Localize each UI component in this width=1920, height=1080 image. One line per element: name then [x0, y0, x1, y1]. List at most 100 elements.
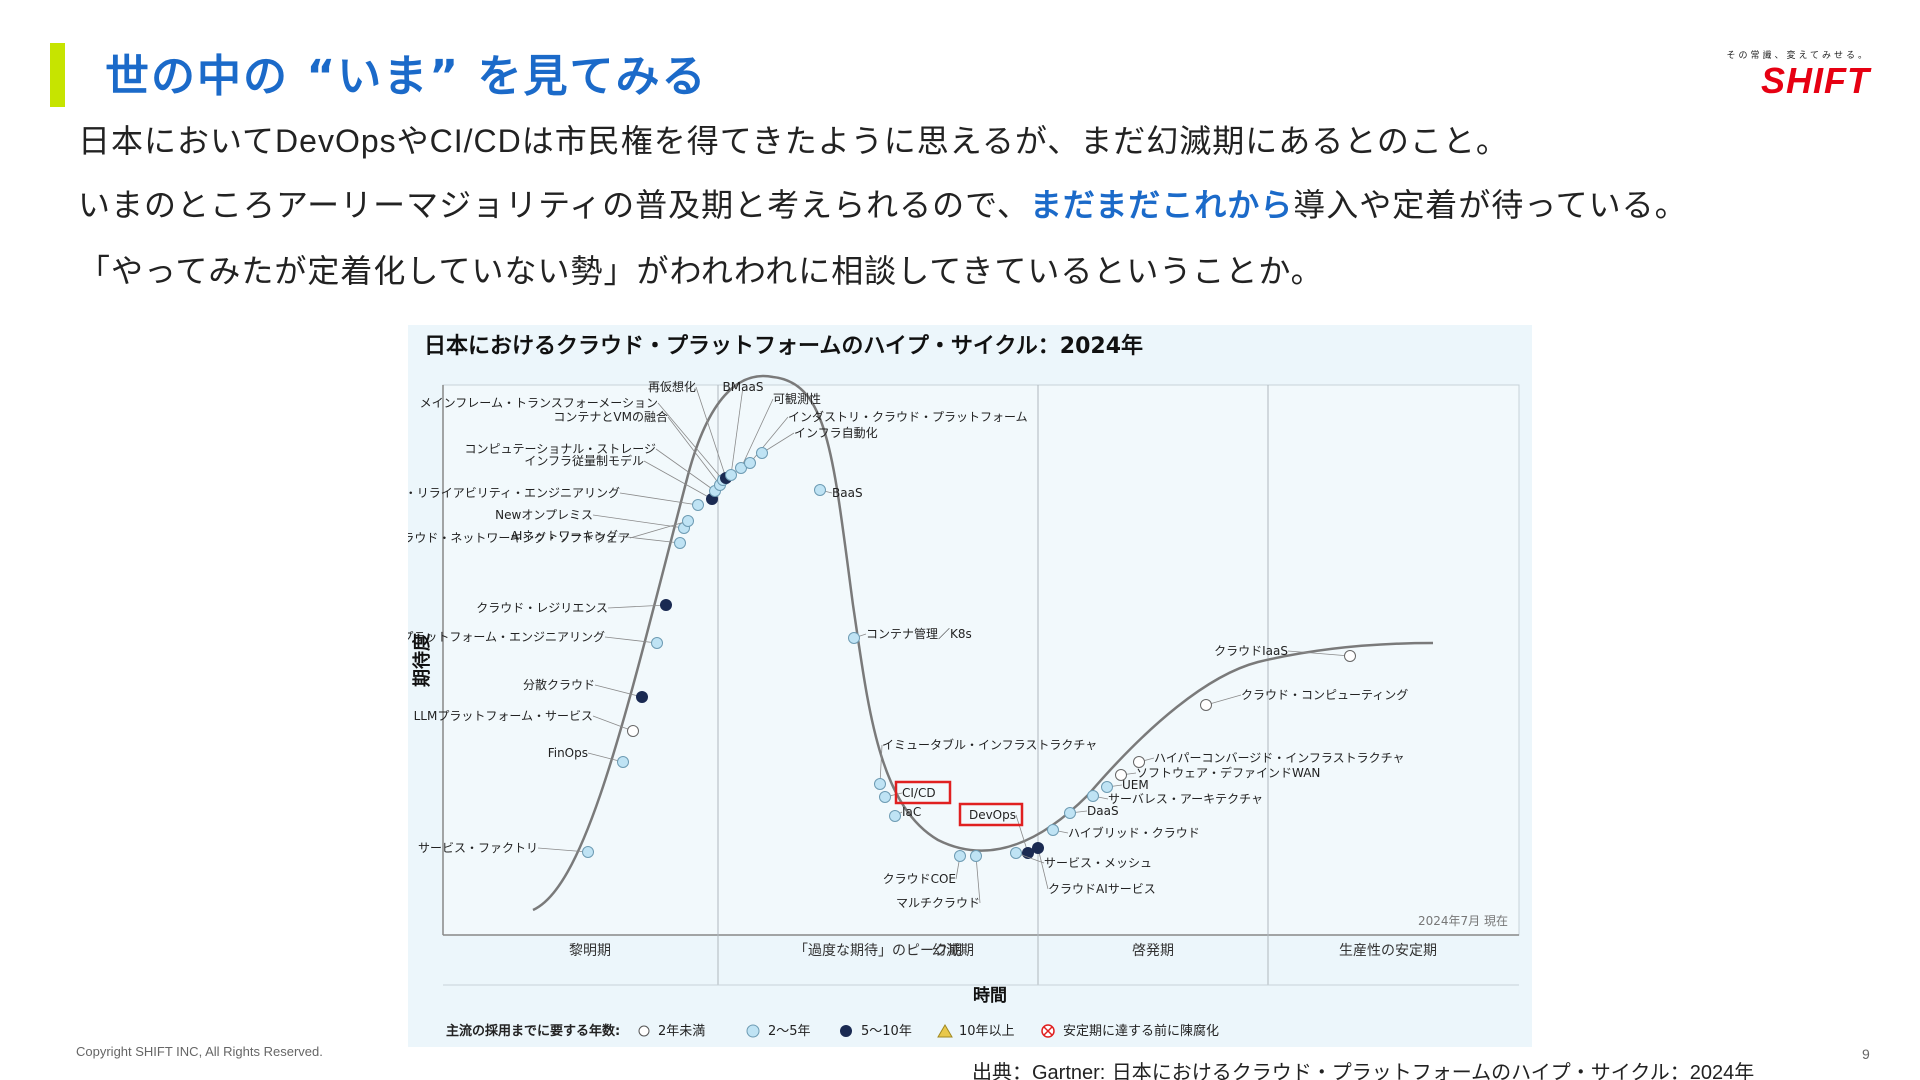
point-27-leader	[1037, 847, 1049, 890]
point-12-label: コンテナとVMの融合	[553, 409, 668, 424]
point-4-label: プラットフォーム・エンジニアリング	[408, 630, 605, 644]
chart-title: 日本におけるクラウド・プラットフォームのハイプ・サイクル：2024年	[424, 333, 1143, 359]
point-25-leader	[975, 855, 981, 904]
point-26-highlight-box	[958, 802, 1024, 827]
point-6-leader	[617, 535, 681, 544]
line2-text-c: 導入や定着が待っている。	[1293, 186, 1688, 224]
point-34-label: ハイパーコンバージド・インフラストラクチャ	[1154, 751, 1405, 765]
point-12-leader	[667, 416, 721, 486]
point-3-leader	[594, 684, 643, 698]
point-2-label: LLMプラットフォーム・サービス	[414, 709, 593, 723]
point-21-label: イミュータブル・インフラストラクチャ	[882, 737, 1097, 752]
point-16-label: 可観測性	[773, 392, 821, 406]
point-13-label: メインフレーム・トランスフォーメーション	[420, 396, 658, 410]
source-title: 日本におけるクラウド・プラットフォームのハイプ・サイクル：	[1105, 1060, 1690, 1080]
point-25-marker	[970, 850, 982, 862]
point-23-marker	[889, 810, 901, 822]
point-8-label: マルチクラウド・ネットワーキング・ソフトウェア	[408, 531, 630, 545]
point-35-label: クラウド・コンピューティング	[1241, 688, 1408, 702]
hype-curve	[532, 374, 1434, 912]
point-9-label: サイト・リライアビリティ・エンジニアリング	[408, 486, 620, 500]
point-5-marker	[660, 599, 672, 611]
legend-under2: 2年未満	[658, 1024, 705, 1039]
point-20-marker	[848, 632, 860, 644]
phase-label-plateau: 生産性の安定期	[1339, 943, 1437, 959]
title-accent-bar	[50, 43, 65, 107]
point-8-leader	[629, 520, 689, 539]
point-25-label: マルチクラウド	[896, 896, 980, 910]
point-19-marker	[814, 484, 826, 496]
line1-cicd: CI/CD	[429, 123, 522, 159]
line1-devops: DevOps	[275, 123, 397, 159]
y-axis-label: 期待度	[411, 632, 433, 687]
point-8-marker	[682, 515, 694, 527]
page-number: 9	[1862, 1046, 1870, 1062]
legend-10plus: 10年以上	[959, 1024, 1015, 1039]
point-34-marker	[1133, 756, 1145, 768]
line1-text-e: は市民権を得てきたように思えるが、まだ幻滅期にあるとのこと。	[521, 122, 1509, 160]
legend-obsolete: 安定期に達する前に陳腐化	[1063, 1023, 1219, 1039]
marker-layer: サービス・ファクトリ FinOps LLMプラットフォーム・サービス 分散クラウド プラ…	[408, 379, 1408, 910]
shift-logo: その常識、変えてみせる。 SHIFT	[1700, 48, 1870, 102]
point-20-label: コンテナ管理／K8s	[866, 626, 972, 641]
legend-light-marker	[746, 1024, 760, 1038]
point-16-leader	[740, 398, 774, 469]
line2-highlight: まだまだこれから	[1029, 186, 1294, 224]
point-31-marker	[1087, 790, 1099, 802]
logo-wordmark: SHIFT	[1761, 60, 1870, 101]
point-2-marker	[627, 725, 639, 737]
point-6-label: AIネットワーキング	[511, 529, 618, 543]
point-36-marker	[1344, 650, 1356, 662]
point-0-leader	[537, 847, 589, 853]
copyright: Copyright SHIFT INC, All Rights Reserved…	[76, 1044, 323, 1059]
source-citation: 出典：Gartner: 日本におけるクラウド・プラットフォームのハイプ・サイクル…	[972, 1056, 1754, 1080]
point-31-label: サーバレス・アーキテクチャ	[1108, 792, 1263, 806]
point-11-label: コンピュテーショナル・ストレージ	[464, 442, 656, 456]
point-15-label: BMaaS	[723, 380, 764, 394]
point-21-marker	[874, 778, 886, 790]
point-5-label: クラウド・レジリエンス	[476, 601, 608, 615]
hype-cycle-chart: 日本におけるクラウド・プラットフォームのハイプ・サイクル：2024年 期待度 2…	[408, 325, 1532, 1047]
point-10-label: インフラ従量制モデル	[524, 453, 644, 468]
plot-frame	[442, 384, 1520, 936]
legend-5to10: 5〜10年	[861, 1024, 912, 1039]
line2-text-a: いまのところアーリーマジョリティの普及期と考えられるので、	[78, 186, 1030, 224]
point-30-marker	[1064, 807, 1076, 819]
point-13-leader	[657, 402, 724, 481]
point-28-label: サービス・メッシュ	[1044, 856, 1152, 870]
point-17-marker	[744, 457, 756, 469]
date-note: 2024年7月 現在	[1418, 914, 1508, 928]
point-17-leader	[749, 416, 789, 464]
point-18-leader	[761, 432, 795, 454]
point-33-label: ソフトウェア・デファインドWAN	[1136, 765, 1320, 780]
point-3-label: 分散クラウド	[523, 677, 595, 692]
point-0-label: サービス・ファクトリ	[418, 841, 538, 855]
legend-dark-marker	[840, 1025, 852, 1037]
point-4-marker	[651, 637, 663, 649]
point-36-leader	[1287, 650, 1351, 657]
legend-2to5: 2〜5年	[768, 1024, 811, 1039]
point-4-leader	[604, 636, 658, 644]
legend-triangle-marker	[937, 1024, 953, 1038]
point-24-label: クラウドCOE	[883, 872, 956, 886]
point-30-label: DaaS	[1087, 804, 1119, 818]
point-15-leader	[730, 386, 744, 476]
point-21-leader	[879, 744, 883, 785]
point-6-marker	[674, 537, 686, 549]
point-24-marker	[954, 850, 966, 862]
point-22-label: CI/CD	[902, 786, 936, 800]
source-prefix: 出典：	[972, 1060, 1032, 1080]
x-axis-label: 時間	[973, 985, 1007, 1006]
point-32-marker	[1101, 781, 1113, 793]
phase-label-slope: 啓発期	[1132, 943, 1174, 959]
hype-cycle-svg: 日本におけるクラウド・プラットフォームのハイプ・サイクル：2024年 期待度 2…	[408, 333, 1520, 1039]
body-line-2: いまのところアーリーマジョリティの普及期と考えられるので、まだまだこれから導入や…	[78, 180, 1688, 226]
point-15-marker	[725, 469, 737, 481]
point-14-label: 再仮想化	[648, 379, 696, 394]
point-27-marker	[1032, 842, 1044, 854]
point-10-leader	[643, 460, 713, 500]
point-32-label: UEM	[1122, 778, 1149, 792]
point-22-highlight-box	[894, 780, 952, 805]
point-1-marker	[617, 756, 629, 768]
line1-text-c: や	[396, 122, 430, 160]
